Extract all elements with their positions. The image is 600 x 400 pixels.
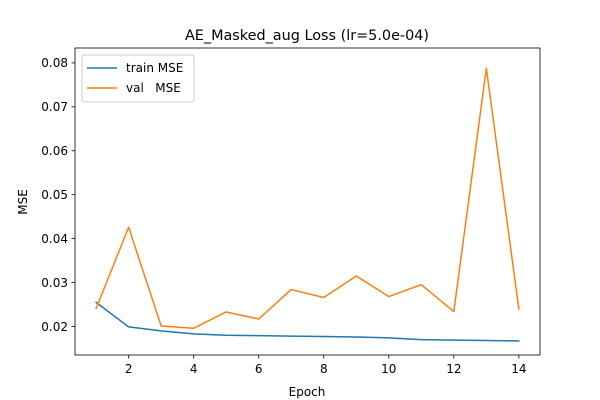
- legend-frame: [81, 54, 195, 103]
- series-line-train-mse: [95, 301, 520, 342]
- x-tick-label: 6: [255, 362, 263, 376]
- y-tick-label: 0.02: [41, 320, 68, 334]
- x-tick-label: 8: [320, 362, 328, 376]
- series-line-val-mse: [95, 67, 520, 329]
- y-tick-label: 0.05: [41, 188, 68, 202]
- y-axis-label: MSE: [16, 189, 30, 215]
- y-tick-label: 0.06: [41, 144, 68, 158]
- y-tick-label: 0.08: [41, 56, 68, 70]
- x-tick-label: 10: [381, 362, 396, 376]
- legend-label-val: val MSE: [126, 81, 181, 95]
- x-axis: 2 4 6 8 10 12 14: [125, 355, 527, 376]
- plot-frame: [74, 47, 541, 356]
- legend: train MSE val MSE: [81, 54, 195, 103]
- plot-area: [95, 67, 520, 342]
- x-tick-label: 4: [190, 362, 198, 376]
- x-axis-label: Epoch: [289, 385, 326, 399]
- x-tick-label: 14: [511, 362, 526, 376]
- chart-title: AE_Masked_aug Loss (lr=5.0e-04): [185, 28, 429, 44]
- x-tick-label: 12: [446, 362, 461, 376]
- y-axis: 0.02 0.03 0.04 0.05 0.06 0.07 0.08: [41, 56, 75, 334]
- y-tick-label: 0.04: [41, 232, 68, 246]
- y-tick-label: 0.03: [41, 276, 68, 290]
- legend-label-train: train MSE: [126, 61, 183, 75]
- y-tick-label: 0.07: [41, 100, 68, 114]
- x-tick-label: 2: [125, 362, 133, 376]
